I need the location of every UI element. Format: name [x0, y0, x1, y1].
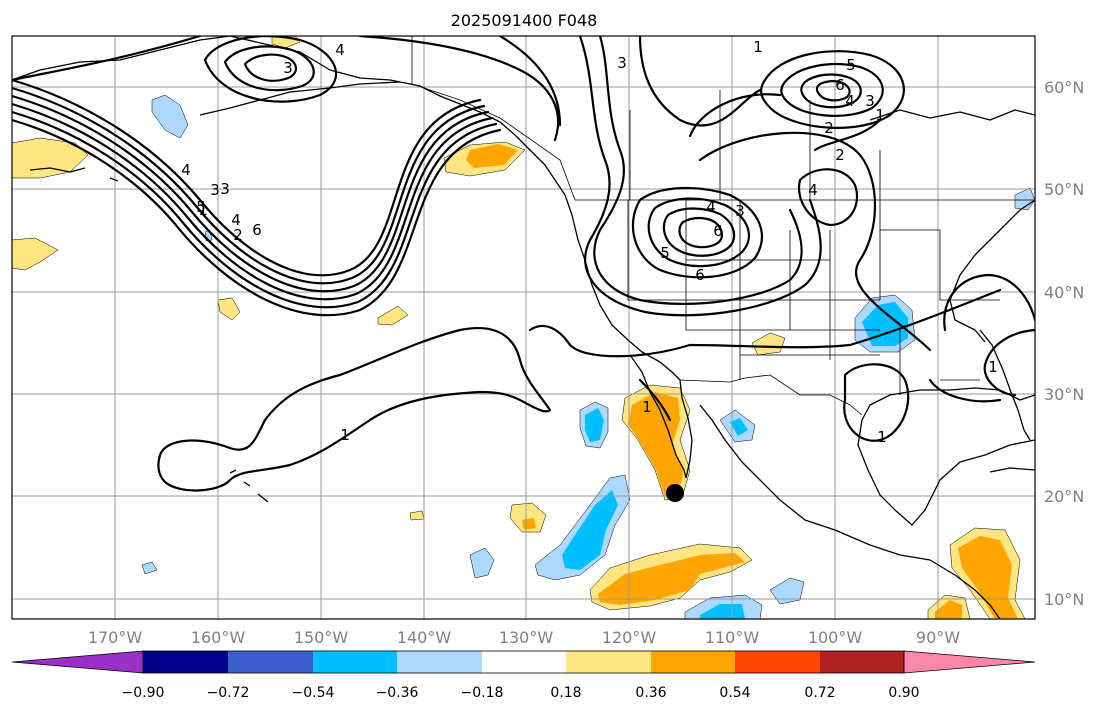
lat-label: 10°N	[1044, 590, 1084, 609]
contour-label: 1	[198, 201, 208, 219]
contour-label: 3	[220, 180, 230, 198]
colorbar-swatch	[651, 651, 735, 673]
lon-label: 130°W	[499, 628, 554, 647]
lon-label: 100°W	[808, 628, 863, 647]
contour-label: 4	[181, 161, 191, 179]
lon-label: 120°W	[602, 628, 657, 647]
colorbar-tick-label: 0.72	[804, 685, 835, 701]
figure-title: 2025091400 F048	[451, 11, 598, 30]
colorbar-tick-label: −0.18	[461, 685, 504, 701]
colorbar-tick-label: 0.18	[550, 685, 581, 701]
contour-label: 4	[335, 41, 345, 59]
lat-label: 50°N	[1044, 180, 1084, 199]
contour-label: 3	[735, 202, 745, 220]
lon-label: 150°W	[294, 628, 349, 647]
contour-label: 4	[808, 181, 818, 199]
contour-label: 2	[835, 146, 845, 164]
lat-label: 60°N	[1044, 78, 1084, 97]
contour-label: 1	[340, 426, 350, 444]
contour-label: 2	[233, 226, 243, 244]
contour-label: 1	[877, 428, 887, 446]
contour-label: 1	[642, 398, 652, 416]
contour-label: 6	[252, 221, 262, 239]
colorbar-swatch	[566, 651, 651, 673]
contour-label: 3	[617, 54, 627, 72]
contour-label: 3	[865, 92, 875, 110]
colorbar-extend-left	[11, 650, 144, 674]
colorbar-tick-label: 0.54	[719, 685, 750, 701]
contour-label: 4	[231, 211, 241, 229]
lon-label: 110°W	[705, 628, 760, 647]
contour-labels: 4 3 3 5 4 2 1 1 2 3 4 6 3 5 6 4 3 2 1 4 …	[181, 38, 998, 446]
colorbar-tick-label: −0.36	[376, 685, 419, 701]
lat-label: 30°N	[1044, 385, 1084, 404]
contour-label: 4	[706, 198, 716, 216]
contour-label: 1	[753, 38, 763, 56]
lon-labels: 170°W 160°W 150°W 140°W 130°W 120°W 110°…	[88, 628, 960, 647]
contour-lines	[12, 36, 1035, 492]
contour-label: 3	[283, 59, 293, 77]
colorbar-swatch	[397, 651, 482, 673]
map-area: 4 3 3 5 4 2 1 1 2 3 4 6 3 5 6 4 3 2 1 4 …	[12, 36, 1035, 619]
colorbar-tick-label: 0.36	[635, 685, 666, 701]
colorbar-swatch	[313, 651, 397, 673]
contour-label: 6	[695, 266, 705, 284]
contour-label: 4	[845, 92, 855, 110]
lon-label: 140°W	[397, 628, 452, 647]
colorbar-swatch	[820, 651, 904, 673]
colorbar-tick-label: 0.90	[888, 685, 919, 701]
colorbar-swatch	[228, 651, 313, 673]
contour-label: 6	[713, 222, 723, 240]
contour-label: 5	[660, 244, 670, 262]
colorbar-tick-label: −0.72	[207, 685, 250, 701]
colorbar-tick-label: −0.90	[122, 685, 165, 701]
colorbar-swatch	[482, 651, 566, 673]
lat-label: 40°N	[1044, 283, 1084, 302]
lon-label: 90°W	[916, 628, 960, 647]
coastlines	[12, 36, 1035, 619]
colorbar-extend-right	[903, 650, 1036, 674]
contour-label: 1	[875, 106, 885, 124]
colorbar-tick-label: −0.54	[292, 685, 335, 701]
contour-label: 6	[835, 76, 845, 94]
lon-label: 170°W	[88, 628, 143, 647]
colorbar-swatch	[143, 651, 228, 673]
map-frame	[11, 35, 1036, 620]
lat-label: 20°N	[1044, 487, 1084, 506]
colorbar: −0.90 −0.72 −0.54 −0.36 −0.18 0.18 0.36 …	[11, 650, 1036, 701]
contour-label: 1	[988, 358, 998, 376]
contour-label: 5	[196, 198, 206, 216]
lat-labels: 60°N 50°N 40°N 30°N 20°N 10°N	[1044, 78, 1084, 609]
shaded-anomalies	[12, 36, 1035, 619]
contour-label: 3	[210, 181, 220, 199]
storm-center-marker	[666, 484, 684, 502]
contour-label: 2	[824, 119, 834, 137]
lon-label: 160°W	[191, 628, 246, 647]
contour-label: 5	[846, 56, 856, 74]
colorbar-swatch	[735, 651, 820, 673]
